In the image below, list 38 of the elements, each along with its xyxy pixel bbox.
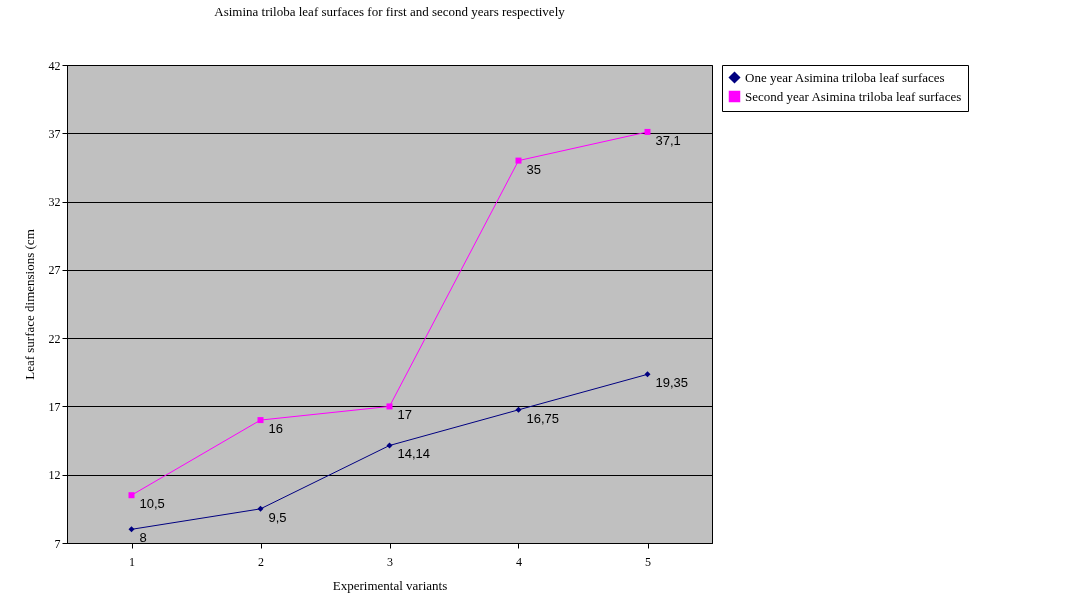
y-tick-label: 7 bbox=[54, 536, 61, 551]
y-tick-label: 27 bbox=[48, 263, 61, 278]
point bbox=[644, 371, 651, 378]
x-tick-label: 2 bbox=[258, 554, 264, 569]
y-tick-label: 32 bbox=[48, 195, 61, 210]
data-label: 14,14 bbox=[397, 446, 431, 462]
chart-title: Asimina triloba leaf surfaces for first and second years respectively bbox=[214, 4, 566, 19]
x-axis-title: Experimental variants bbox=[332, 577, 448, 593]
data-label: 16 bbox=[268, 421, 283, 437]
y-tick-label: 17 bbox=[48, 399, 61, 414]
y-axis-title: Leaf surface dimensions (cm bbox=[21, 229, 37, 380]
legend-label: Second year Asimina triloba leaf surfaces bbox=[745, 88, 962, 104]
point bbox=[128, 492, 135, 499]
data-label: 37,1 bbox=[655, 132, 681, 148]
point bbox=[644, 128, 651, 135]
y-tick-label: 22 bbox=[48, 331, 61, 346]
legend-label: One year Asimina triloba leaf surfaces bbox=[745, 69, 945, 85]
point bbox=[515, 406, 522, 413]
x-tick-label: 1 bbox=[129, 554, 135, 569]
data-label: 10,5 bbox=[139, 496, 165, 512]
y-tick-label: 37 bbox=[48, 126, 61, 141]
data-label: 35 bbox=[526, 161, 541, 177]
point bbox=[386, 442, 393, 449]
point bbox=[515, 157, 522, 164]
x-tick-label: 3 bbox=[387, 554, 393, 569]
data-label: 17 bbox=[397, 407, 412, 423]
point bbox=[386, 403, 393, 410]
data-label: 16,75 bbox=[526, 410, 560, 426]
y-tick-label: 42 bbox=[48, 58, 61, 73]
point bbox=[257, 505, 264, 512]
x-tick-label: 5 bbox=[645, 554, 651, 569]
x-tick-label: 4 bbox=[516, 554, 522, 569]
data-label: 8 bbox=[139, 530, 147, 546]
data-label: 19,35 bbox=[655, 375, 689, 391]
point bbox=[128, 526, 135, 533]
data-label: 9,5 bbox=[268, 509, 287, 525]
point bbox=[257, 417, 264, 424]
y-tick-label: 12 bbox=[48, 468, 61, 483]
